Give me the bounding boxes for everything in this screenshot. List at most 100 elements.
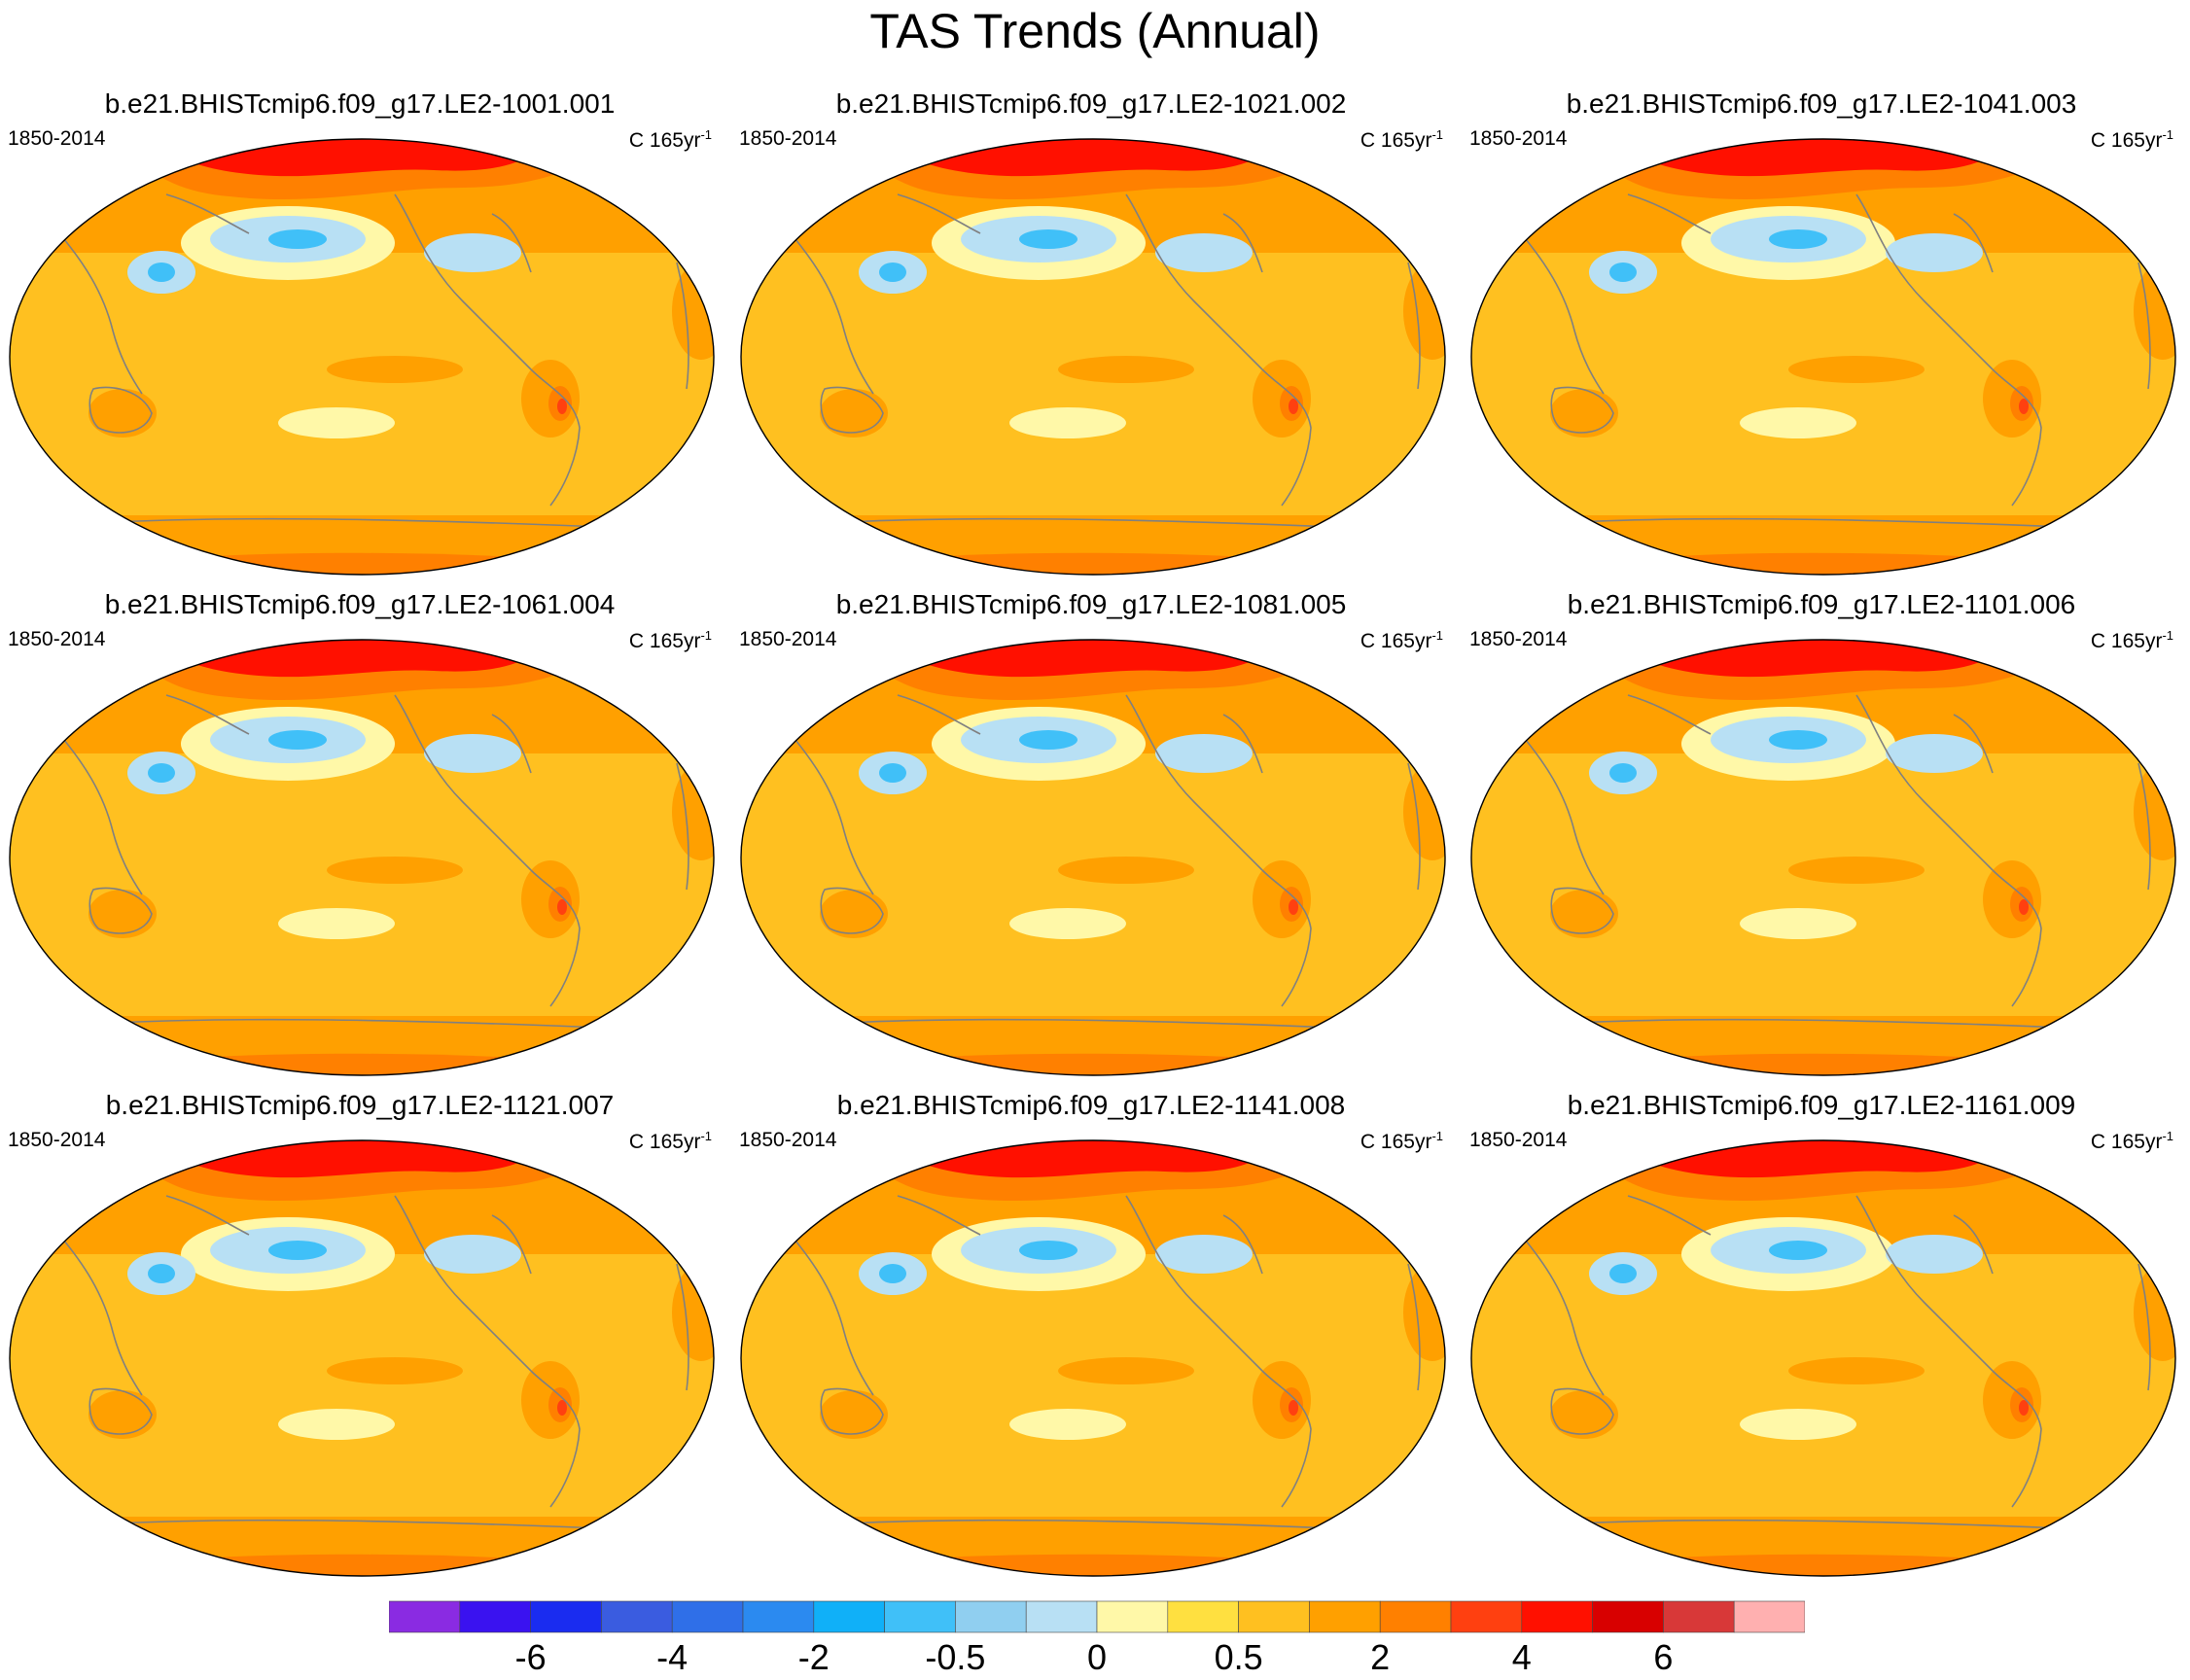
units-exponent: -1	[2162, 1129, 2173, 1143]
panel-title: b.e21.BHISTcmip6.f09_g17.LE2-1041.003	[1566, 88, 2077, 119]
colorbar-swatch	[1238, 1600, 1310, 1633]
field-australia-warm	[1550, 1390, 1618, 1439]
field-southamerica-hot	[557, 1400, 567, 1416]
panel-units: C 165yr-1	[629, 623, 712, 654]
coastline	[790, 1234, 874, 1396]
field-pacific-cold	[1769, 1241, 1827, 1260]
colorbar	[389, 1600, 1805, 1633]
panel-units: C 165yr-1	[2091, 623, 2173, 654]
colorbar-swatch	[1521, 1600, 1593, 1633]
coastline	[1407, 262, 1421, 390]
field-africa-warm	[672, 262, 714, 360]
coastline	[820, 386, 884, 434]
map-panel: b.e21.BHISTcmip6.f09_g17.LE2-1081.005 185…	[731, 588, 1451, 1089]
map-border	[1470, 138, 2176, 576]
coastline	[1627, 694, 1712, 735]
robinson-map	[740, 1139, 1446, 1577]
field-pacific-cold	[1019, 1241, 1077, 1260]
field-america-cool	[1155, 1235, 1253, 1274]
field-southpacific-neutral	[1009, 1409, 1126, 1440]
field-america-cool	[424, 233, 521, 272]
panel-period: 1850-2014	[1469, 127, 1568, 150]
coastline	[897, 694, 981, 735]
coastline	[491, 1214, 532, 1275]
coastline	[491, 714, 532, 774]
panel-period: 1850-2014	[1469, 1129, 1568, 1151]
field-pacific-cold	[1769, 229, 1827, 249]
field-southamerica-hot	[2019, 899, 2029, 915]
panel-title: b.e21.BHISTcmip6.f09_g17.LE2-1061.004	[104, 589, 616, 619]
coastline	[897, 1195, 981, 1236]
coastline	[1520, 1234, 1605, 1396]
panel-period: 1850-2014	[8, 1129, 106, 1151]
field-australia-warm	[820, 890, 888, 938]
colorbar-swatch	[1663, 1600, 1735, 1633]
field-pacific-cold	[268, 1241, 327, 1260]
coastline	[1855, 694, 1994, 871]
field-southamerica-hot	[2019, 399, 2029, 414]
coastline	[676, 762, 689, 891]
units-base: C 165yr	[1360, 1131, 1432, 1153]
colorbar-tick-label: -6	[514, 1637, 547, 1677]
units-base: C 165yr	[628, 129, 701, 152]
map-border	[9, 639, 715, 1076]
coastline	[1953, 714, 1994, 774]
colorbar-swatch	[671, 1600, 744, 1633]
field-africa-warm	[2134, 763, 2175, 860]
field-tropical-warm	[1058, 356, 1194, 383]
coastline	[820, 887, 884, 934]
map-panel: b.e21.BHISTcmip6.f09_g17.LE2-1021.002 185…	[731, 88, 1451, 588]
colorbar-swatch	[601, 1600, 673, 1633]
map-panel: b.e21.BHISTcmip6.f09_g17.LE2-1141.008 185…	[731, 1089, 1451, 1590]
field-asia-cold	[148, 763, 175, 783]
units-exponent: -1	[2162, 628, 2173, 643]
map-border	[9, 1139, 715, 1577]
field-southamerica-hot	[1289, 399, 1298, 414]
map-panel: b.e21.BHISTcmip6.f09_g17.LE2-1101.006 185…	[1462, 588, 2181, 1089]
field-southpacific-neutral	[1740, 908, 1856, 939]
field-america-cool	[1886, 734, 1983, 773]
coastline	[897, 193, 981, 234]
field-america-cool	[1886, 1235, 1983, 1274]
coastline	[394, 193, 532, 370]
coastline	[2137, 262, 2151, 390]
colorbar-swatch	[530, 1600, 602, 1633]
coastline	[1125, 1195, 1263, 1372]
panel-period: 1850-2014	[739, 628, 837, 650]
colorbar-tick-label: -4	[656, 1637, 689, 1677]
field-asia-cold	[148, 1264, 175, 1283]
coastline	[1222, 1214, 1263, 1275]
field-america-cool	[424, 1235, 521, 1274]
field-tropical-warm	[327, 356, 463, 383]
panel-period: 1850-2014	[8, 127, 106, 150]
colorbar-swatch	[813, 1600, 885, 1633]
coastline	[1222, 714, 1263, 774]
coastline	[88, 887, 153, 934]
colorbar-swatch	[459, 1600, 531, 1633]
field-southpacific-neutral	[1740, 407, 1856, 438]
panel-title: b.e21.BHISTcmip6.f09_g17.LE2-1101.006	[1567, 589, 2076, 619]
map-field	[741, 139, 1445, 575]
field-africa-warm	[1403, 262, 1445, 360]
units-exponent: -1	[1431, 127, 1443, 142]
field-southamerica-hot	[1289, 1400, 1298, 1416]
robinson-map	[1470, 138, 2176, 576]
field-america-cool	[424, 734, 521, 773]
units-base: C 165yr	[628, 630, 701, 652]
map-border	[9, 138, 715, 576]
colorbar-tick-label: 0	[1086, 1637, 1108, 1677]
coastline	[165, 694, 250, 735]
field-australia-warm	[88, 389, 157, 438]
field-pacific-cold	[1019, 730, 1077, 750]
units-exponent: -1	[700, 628, 712, 643]
robinson-map	[9, 138, 715, 576]
colorbar-swatch	[1167, 1600, 1239, 1633]
map-panel: b.e21.BHISTcmip6.f09_g17.LE2-1161.009 185…	[1462, 1089, 2181, 1590]
coastline	[1125, 694, 1263, 871]
field-southamerica-hot	[1289, 899, 1298, 915]
panel-period: 1850-2014	[739, 127, 837, 150]
field-asia-cold	[879, 1264, 906, 1283]
field-southamerica-hot	[557, 399, 567, 414]
robinson-map	[740, 639, 1446, 1076]
coastline	[530, 869, 581, 1007]
